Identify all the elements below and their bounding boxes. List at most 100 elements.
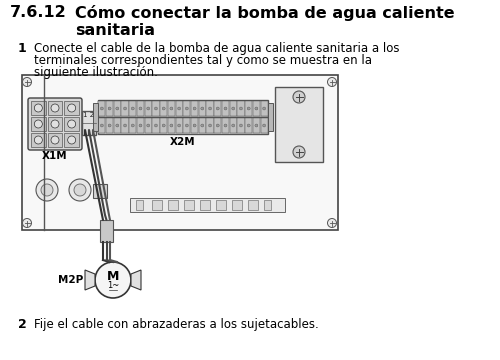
- Bar: [152, 200, 162, 210]
- Circle shape: [293, 146, 305, 158]
- Circle shape: [255, 107, 258, 110]
- Circle shape: [216, 124, 220, 127]
- Text: X2M: X2M: [170, 137, 196, 147]
- Circle shape: [68, 136, 76, 144]
- Bar: [230, 101, 237, 116]
- Circle shape: [208, 124, 212, 127]
- Bar: [129, 101, 136, 116]
- Text: X1M: X1M: [42, 151, 68, 161]
- Bar: [216, 200, 226, 210]
- Bar: [253, 101, 260, 116]
- Text: siguiente ilustración.: siguiente ilustración.: [34, 66, 158, 79]
- Text: Cómo conectar la bomba de agua caliente: Cómo conectar la bomba de agua caliente: [75, 5, 454, 21]
- Circle shape: [255, 124, 258, 127]
- Bar: [152, 118, 160, 133]
- Bar: [137, 101, 144, 116]
- Bar: [100, 220, 113, 242]
- Bar: [31, 133, 46, 147]
- Circle shape: [34, 136, 42, 144]
- Bar: [230, 118, 237, 133]
- FancyBboxPatch shape: [93, 103, 98, 131]
- Bar: [106, 118, 113, 133]
- Circle shape: [68, 104, 76, 112]
- Circle shape: [162, 107, 165, 110]
- FancyBboxPatch shape: [28, 98, 82, 150]
- Bar: [222, 118, 229, 133]
- Circle shape: [162, 124, 165, 127]
- Bar: [114, 101, 121, 116]
- Circle shape: [232, 124, 234, 127]
- Circle shape: [132, 124, 134, 127]
- Bar: [129, 118, 136, 133]
- Circle shape: [108, 107, 111, 110]
- Bar: [160, 101, 167, 116]
- Circle shape: [201, 124, 204, 127]
- Text: 1 2: 1 2: [84, 112, 94, 118]
- Circle shape: [186, 124, 188, 127]
- Bar: [168, 101, 175, 116]
- Bar: [137, 118, 144, 133]
- Bar: [253, 118, 260, 133]
- Circle shape: [193, 107, 196, 110]
- Bar: [144, 101, 152, 116]
- Text: Fije el cable con abrazaderas a los sujetacables.: Fije el cable con abrazaderas a los suje…: [34, 318, 319, 331]
- Bar: [168, 200, 178, 210]
- Bar: [200, 200, 210, 210]
- Text: 2: 2: [18, 318, 27, 331]
- Circle shape: [293, 91, 305, 103]
- Circle shape: [247, 107, 250, 110]
- Bar: [64, 101, 79, 115]
- Bar: [214, 118, 222, 133]
- Bar: [184, 118, 190, 133]
- Bar: [130, 198, 285, 212]
- Text: 1~: 1~: [107, 282, 119, 291]
- Bar: [238, 101, 244, 116]
- Bar: [245, 101, 252, 116]
- Bar: [122, 101, 128, 116]
- Bar: [199, 101, 206, 116]
- Bar: [199, 118, 206, 133]
- Bar: [248, 200, 258, 210]
- Bar: [245, 118, 252, 133]
- Bar: [48, 117, 62, 131]
- FancyBboxPatch shape: [98, 117, 268, 134]
- Circle shape: [224, 124, 227, 127]
- Circle shape: [36, 179, 58, 201]
- Bar: [64, 133, 79, 147]
- Circle shape: [154, 124, 158, 127]
- Bar: [184, 101, 190, 116]
- Bar: [232, 200, 242, 210]
- Circle shape: [51, 104, 59, 112]
- Bar: [260, 118, 268, 133]
- Text: 1: 1: [18, 42, 27, 55]
- Circle shape: [100, 124, 103, 127]
- Circle shape: [178, 124, 180, 127]
- Circle shape: [328, 219, 336, 228]
- Bar: [168, 118, 175, 133]
- Bar: [206, 118, 214, 133]
- Bar: [48, 133, 62, 147]
- Bar: [191, 118, 198, 133]
- Bar: [144, 118, 152, 133]
- Bar: [136, 200, 143, 210]
- Circle shape: [34, 120, 42, 128]
- Text: 7.6.12: 7.6.12: [10, 5, 67, 20]
- Circle shape: [154, 107, 158, 110]
- Circle shape: [124, 107, 126, 110]
- Bar: [184, 200, 194, 210]
- Circle shape: [216, 107, 220, 110]
- Circle shape: [240, 107, 242, 110]
- Circle shape: [22, 219, 32, 228]
- Circle shape: [201, 107, 204, 110]
- Circle shape: [170, 107, 173, 110]
- Circle shape: [68, 120, 76, 128]
- Circle shape: [139, 107, 142, 110]
- Bar: [214, 101, 222, 116]
- Circle shape: [224, 107, 227, 110]
- Circle shape: [74, 184, 86, 196]
- Circle shape: [178, 107, 180, 110]
- Bar: [48, 101, 62, 115]
- Circle shape: [247, 124, 250, 127]
- Bar: [64, 117, 79, 131]
- FancyBboxPatch shape: [82, 111, 96, 135]
